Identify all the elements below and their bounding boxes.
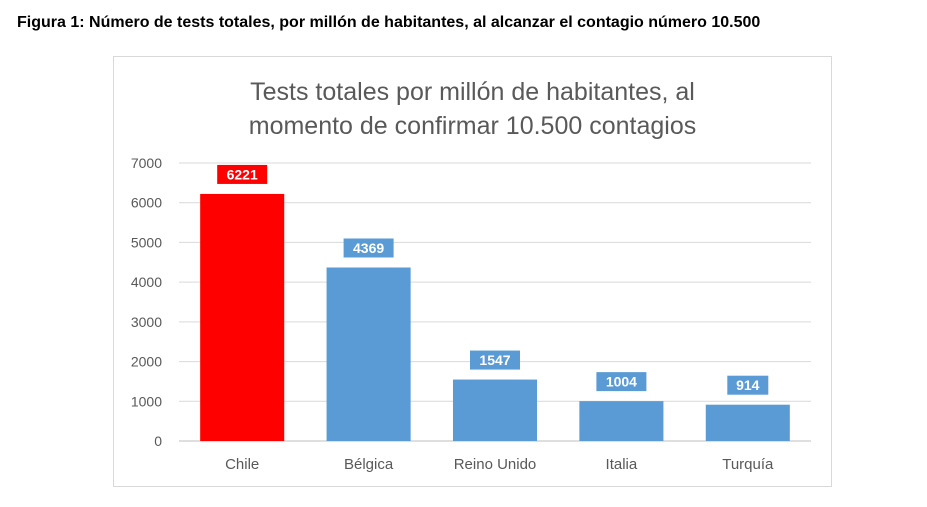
- y-tick-label: 1000: [131, 393, 162, 409]
- y-tick-label: 5000: [131, 234, 162, 250]
- bar-italia: [579, 401, 664, 441]
- figure-caption: Figura 1: Número de tests totales, por m…: [17, 14, 761, 31]
- data-label-box: [217, 164, 268, 184]
- y-tick-label: 3000: [131, 314, 162, 330]
- y-tick-label: 7000: [131, 155, 162, 171]
- data-label: 4369: [353, 240, 384, 256]
- x-tick-label: Reino Unido: [454, 456, 537, 473]
- bar-chile: [200, 193, 285, 441]
- x-tick-label: Turquía: [722, 456, 774, 473]
- chart-title-line-2: momento de confirmar 10.500 contagios: [248, 112, 697, 140]
- x-tick-label: Italia: [606, 456, 638, 473]
- data-label: 1004: [606, 374, 637, 390]
- y-tick-label: 4000: [131, 274, 162, 290]
- bar-turquía: [705, 404, 790, 441]
- data-label: 914: [736, 377, 760, 393]
- y-tick-label: 6000: [131, 195, 162, 211]
- data-label: 1547: [479, 352, 510, 368]
- y-tick-label: 0: [154, 433, 162, 449]
- y-tick-label: 2000: [131, 354, 162, 370]
- data-label-box: [470, 350, 520, 370]
- bar-bélgica: [326, 267, 411, 441]
- data-label-box: [343, 238, 394, 258]
- x-tick-label: Chile: [225, 456, 259, 473]
- x-tick-label: Bélgica: [344, 456, 394, 473]
- data-label-box: [596, 372, 647, 392]
- bar-reino-unido: [452, 379, 538, 441]
- chart-title-line-1: Tests totales por millón de habitantes, …: [250, 78, 695, 106]
- data-label-box: [727, 375, 769, 395]
- data-label: 6221: [227, 166, 258, 182]
